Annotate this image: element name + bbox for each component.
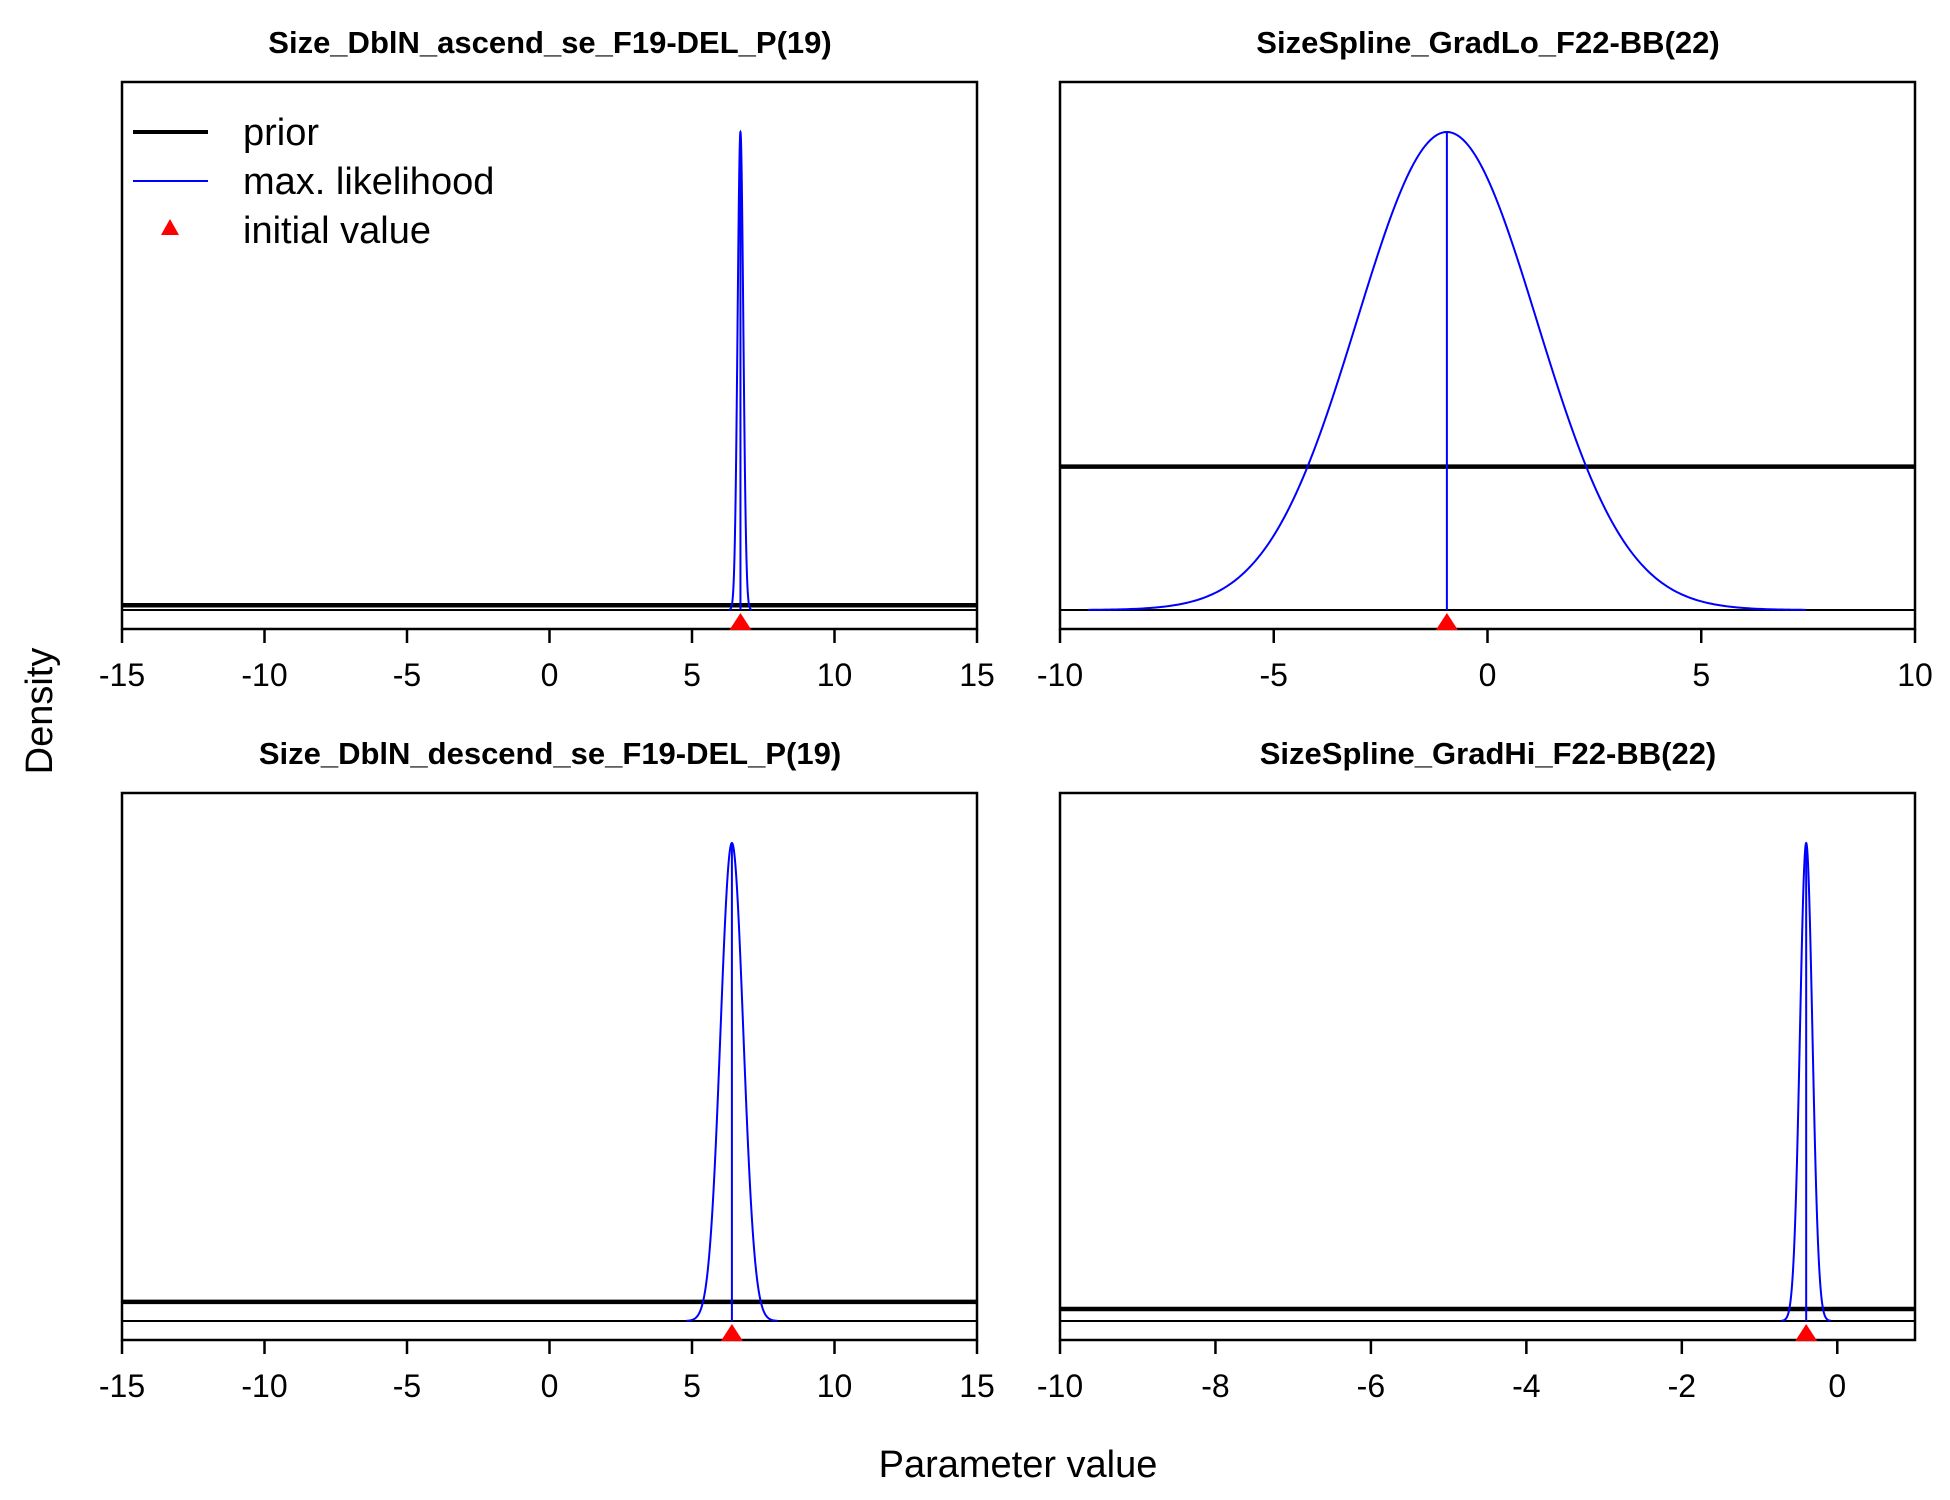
x-tick-label: -4 <box>1512 1368 1540 1404</box>
x-tick-label: 10 <box>817 657 853 693</box>
legend-prior-label: prior <box>243 112 319 154</box>
x-tick-label: -10 <box>241 657 287 693</box>
initial-value-marker <box>1435 613 1458 630</box>
x-axis-title: Parameter value <box>879 1444 1158 1486</box>
panel-2-axis: -10 -5 0 5 10 <box>1037 629 1933 693</box>
x-tick-label: -2 <box>1668 1368 1696 1404</box>
x-tick-label: 5 <box>683 1368 701 1404</box>
initial-value-marker <box>729 613 752 630</box>
x-tick-label: -5 <box>1260 657 1288 693</box>
x-tick-label: 0 <box>541 657 559 693</box>
panel-2-marks <box>1060 130 1915 630</box>
panel-4-frame <box>1058 791 1917 1342</box>
panel-4: SizeSpline_GradHi_F22-BB(22) -10 -8 -6 -4 -2… <box>1037 736 1917 1404</box>
x-tick-label: -10 <box>1037 657 1083 693</box>
panel-3: Size_DblN_descend_se_F19-DEL_P(19) -15 -1… <box>99 736 995 1404</box>
panel-2-frame <box>1058 80 1917 631</box>
legend: prior max. likelihood initial value <box>133 112 494 252</box>
legend-initial-value-marker <box>161 219 179 235</box>
x-tick-label: 10 <box>1897 657 1933 693</box>
x-tick-label: 15 <box>959 657 995 693</box>
panel-3-marks <box>122 841 977 1341</box>
panel-1-marks <box>122 129 977 630</box>
x-tick-label: 0 <box>1828 1368 1846 1404</box>
x-tick-label: -5 <box>393 1368 421 1404</box>
x-tick-label: -15 <box>99 657 145 693</box>
x-tick-label: 0 <box>541 1368 559 1404</box>
x-tick-label: -5 <box>393 657 421 693</box>
x-tick-label: -15 <box>99 1368 145 1404</box>
x-tick-label: 15 <box>959 1368 995 1404</box>
panel-4-marks <box>1060 841 1915 1341</box>
panel-1: Size_DblN_ascend_se_F19-DEL_P(19) -15 -10… <box>99 25 995 693</box>
x-tick-label: -6 <box>1357 1368 1385 1404</box>
panel-2-title: SizeSpline_GradLo_F22-BB(22) <box>1256 25 1719 60</box>
panel-1-title: Size_DblN_ascend_se_F19-DEL_P(19) <box>268 25 831 60</box>
x-tick-label: 5 <box>683 657 701 693</box>
panel-4-title: SizeSpline_GradHi_F22-BB(22) <box>1260 736 1717 771</box>
panel-3-axis: -15 -10 -5 0 5 10 15 <box>99 1340 995 1404</box>
legend-mle-label: max. likelihood <box>243 161 494 203</box>
panel-1-axis: -15 -10 -5 0 5 10 15 <box>99 629 995 693</box>
initial-value-marker <box>1795 1324 1818 1341</box>
x-tick-label: -10 <box>1037 1368 1083 1404</box>
panel-2: SizeSpline_GradLo_F22-BB(22) -10 -5 0 5 10 <box>1037 25 1933 693</box>
x-tick-label: -8 <box>1201 1368 1229 1404</box>
x-tick-label: 5 <box>1692 657 1710 693</box>
x-tick-label: -10 <box>241 1368 287 1404</box>
legend-initial-value-label: initial value <box>243 210 431 252</box>
x-tick-label: 0 <box>1479 657 1497 693</box>
initial-value-marker <box>720 1324 743 1341</box>
y-axis-title: Density <box>19 648 61 775</box>
x-tick-label: 10 <box>817 1368 853 1404</box>
panel-3-frame <box>120 791 979 1342</box>
panel-4-axis: -10 -8 -6 -4 -2 0 <box>1037 1340 1846 1404</box>
panel-3-title: Size_DblN_descend_se_F19-DEL_P(19) <box>259 736 841 771</box>
